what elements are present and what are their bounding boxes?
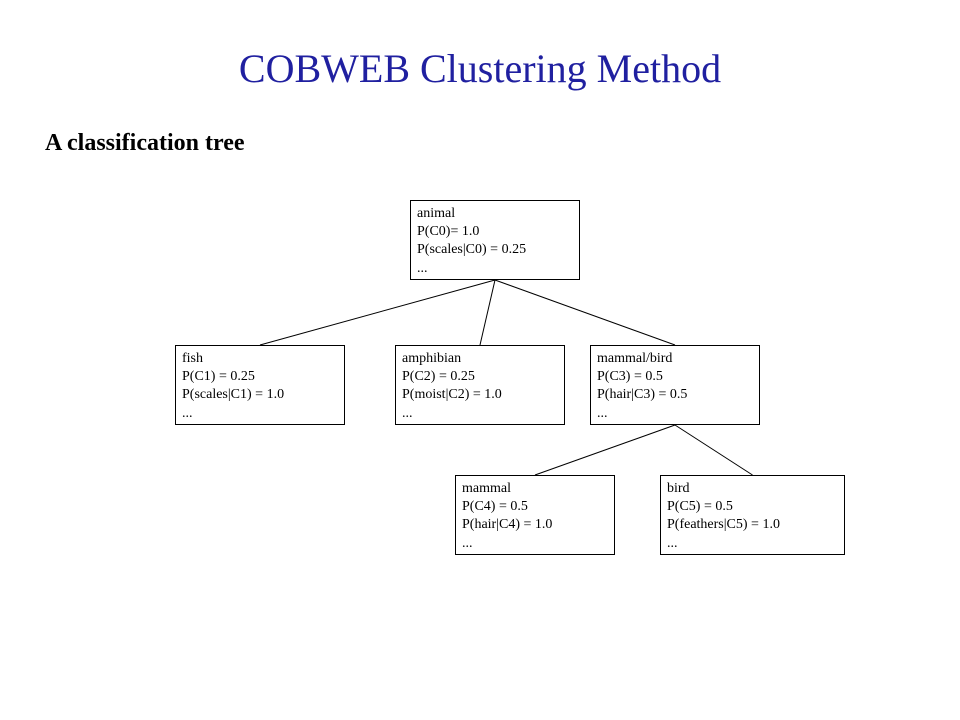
- node-fish: fishP(C1) = 0.25P(scales|C1) = 1.0...: [175, 345, 345, 425]
- node-line: P(hair|C4) = 1.0: [462, 516, 608, 534]
- node-line: P(C3) = 0.5: [597, 368, 753, 386]
- node-line: P(C4) = 0.5: [462, 498, 608, 516]
- node-line: ...: [402, 405, 558, 423]
- node-line: P(feathers|C5) = 1.0: [667, 516, 838, 534]
- node-amphibian: amphibianP(C2) = 0.25P(moist|C2) = 1.0..…: [395, 345, 565, 425]
- node-animal: animalP(C0)= 1.0P(scales|C0) = 0.25...: [410, 200, 580, 280]
- node-line: ...: [462, 535, 608, 553]
- node-line: P(scales|C0) = 0.25: [417, 241, 573, 259]
- node-line: P(C2) = 0.25: [402, 368, 558, 386]
- node-line: ...: [667, 535, 838, 553]
- node-line: animal: [417, 205, 573, 223]
- node-mammalbird: mammal/birdP(C3) = 0.5P(hair|C3) = 0.5..…: [590, 345, 760, 425]
- node-line: bird: [667, 480, 838, 498]
- page-title: COBWEB Clustering Method: [0, 45, 960, 92]
- node-line: P(C0)= 1.0: [417, 223, 573, 241]
- node-line: P(C1) = 0.25: [182, 368, 338, 386]
- node-line: fish: [182, 350, 338, 368]
- node-bird: birdP(C5) = 0.5P(feathers|C5) = 1.0...: [660, 475, 845, 555]
- node-line: mammal/bird: [597, 350, 753, 368]
- node-line: ...: [417, 260, 573, 278]
- node-mammal: mammalP(C4) = 0.5P(hair|C4) = 1.0...: [455, 475, 615, 555]
- node-line: ...: [182, 405, 338, 423]
- node-line: ...: [597, 405, 753, 423]
- node-line: P(moist|C2) = 1.0: [402, 386, 558, 404]
- node-line: mammal: [462, 480, 608, 498]
- node-line: P(C5) = 0.5: [667, 498, 838, 516]
- node-line: amphibian: [402, 350, 558, 368]
- subtitle: A classification tree: [45, 130, 245, 157]
- node-line: P(scales|C1) = 1.0: [182, 386, 338, 404]
- node-line: P(hair|C3) = 0.5: [597, 386, 753, 404]
